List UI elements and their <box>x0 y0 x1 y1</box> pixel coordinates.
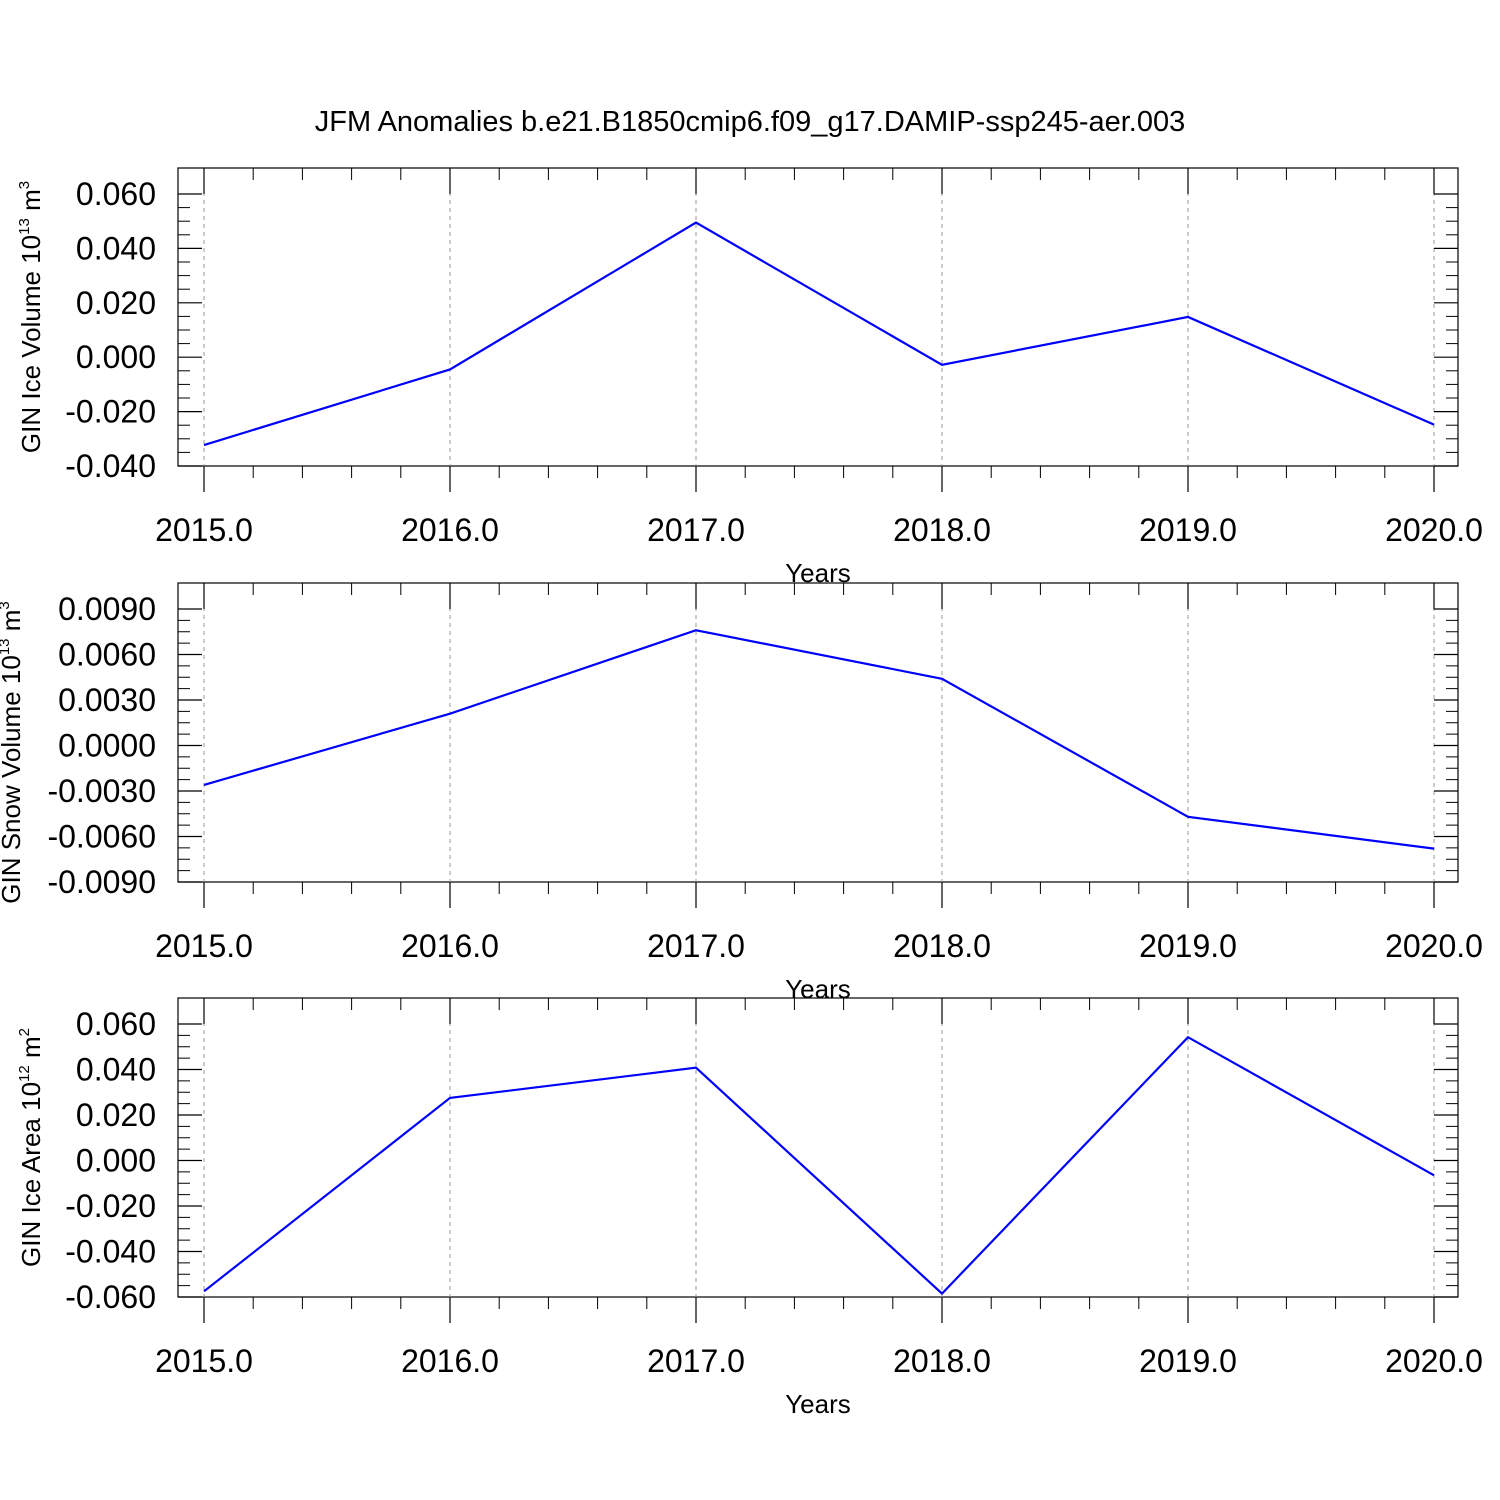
y-tick-label: 0.0060 <box>58 637 156 673</box>
x-tick-label: 2017.0 <box>647 512 745 548</box>
x-tick-label: 2020.0 <box>1385 512 1483 548</box>
x-tick-label: 2018.0 <box>893 928 991 964</box>
y-tick-label: -0.040 <box>65 448 156 484</box>
x-tick-label: 2015.0 <box>155 928 253 964</box>
panel-3: 2015.0 2016.0 2017.0 2018.0 2019.0 2020.0 Year… <box>16 997 1483 1419</box>
x-tick-label: 2018.0 <box>893 1343 991 1379</box>
y-tick-label: -0.0060 <box>47 819 156 855</box>
x-tick-label: 2019.0 <box>1139 512 1237 548</box>
y-tick-label: 0.000 <box>76 1143 156 1179</box>
x-axis-label: Years <box>785 974 851 1004</box>
y-tick-label: -0.020 <box>65 394 156 430</box>
panel-2: 2015.0 2016.0 2017.0 2018.0 2019.0 2020.0 Year… <box>0 582 1483 1004</box>
x-tick-label: 2015.0 <box>155 1343 253 1379</box>
y-tick-label: 0.060 <box>76 1006 156 1042</box>
x-tick-label: 2019.0 <box>1139 928 1237 964</box>
y-tick-label: -0.0090 <box>47 864 156 900</box>
y-tick-label: 0.0000 <box>58 728 156 764</box>
y-tick-label: 0.0090 <box>58 591 156 627</box>
y-tick-label: -0.060 <box>65 1279 156 1315</box>
y-tick-label: 0.020 <box>76 1097 156 1133</box>
x-tick-label: 2020.0 <box>1385 928 1483 964</box>
plot-frame <box>177 997 1459 1298</box>
y-tick-label: 0.0030 <box>58 682 156 718</box>
y-tick-label: 0.020 <box>76 285 156 321</box>
chart-title: JFM Anomalies b.e21.B1850cmip6.f09_g17.D… <box>315 106 1186 138</box>
y-axis-label: GIN Snow Volume 1013 m3 <box>0 601 26 904</box>
y-axis-label: GIN Ice Area 1012 m2 <box>16 1028 46 1267</box>
x-tick-label: 2015.0 <box>155 512 253 548</box>
series-line <box>203 1035 1435 1296</box>
series-line <box>203 221 1435 447</box>
x-tick-label: 2016.0 <box>401 1343 499 1379</box>
panel-1: 2015.0 2016.0 2017.0 2018.0 2019.0 2020.0Year… <box>16 167 1483 588</box>
x-tick-label: 2020.0 <box>1385 1343 1483 1379</box>
y-tick-label: 0.060 <box>76 176 156 212</box>
series-line <box>203 629 1435 850</box>
x-tick-label: 2019.0 <box>1139 1343 1237 1379</box>
panels: 2015.0 2016.0 2017.0 2018.0 2019.0 2020.0 Year… <box>0 167 1483 1419</box>
x-tick-label: 2016.0 <box>401 512 499 548</box>
x-axis-label: Years <box>785 1389 851 1419</box>
y-tick-label: 0.000 <box>76 339 156 375</box>
x-tick-label: 2017.0 <box>647 1343 745 1379</box>
x-tick-label: 2016.0 <box>401 928 499 964</box>
plot-frame <box>177 582 1459 883</box>
y-tick-label: -0.040 <box>65 1234 156 1270</box>
y-tick-label: -0.020 <box>65 1188 156 1224</box>
x-tick-label: 2018.0 <box>893 512 991 548</box>
y-tick-label: 0.040 <box>76 1052 156 1088</box>
y-axis-label: GIN Ice Volume 1013 m3 <box>16 181 46 453</box>
y-tick-label: 0.040 <box>76 230 156 266</box>
y-tick-label: -0.0030 <box>47 773 156 809</box>
x-tick-label: 2017.0 <box>647 928 745 964</box>
plot-frame <box>177 167 1459 467</box>
